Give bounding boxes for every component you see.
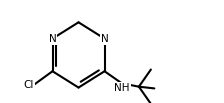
Text: NH: NH bbox=[114, 83, 129, 93]
Text: N: N bbox=[49, 34, 56, 44]
Text: Cl: Cl bbox=[23, 80, 34, 90]
Text: N: N bbox=[101, 34, 108, 44]
